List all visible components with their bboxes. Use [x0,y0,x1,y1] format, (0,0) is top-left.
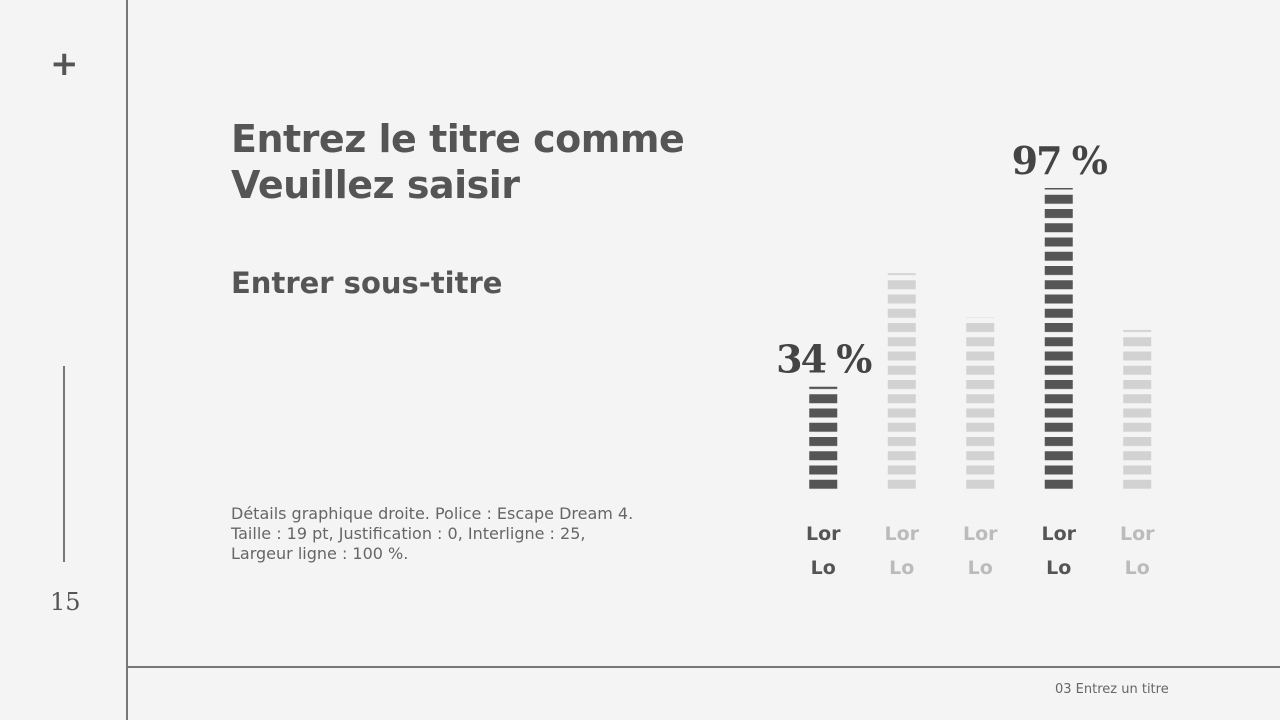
category-label: Lor Lo [884,523,920,579]
page-number: 15 [50,588,81,616]
bar [809,386,838,494]
value-label: 34 % [776,337,872,382]
bar [887,273,916,494]
body-text: Détails graphique droite. Police : Escap… [231,504,634,563]
category-label: Lor Lo [1119,523,1155,579]
category-label: Lor Lo [1041,523,1077,579]
value-label: 97 % [1012,138,1108,183]
category-label: Lor Lo [805,523,841,579]
title-line: Veuillez saisir [231,163,520,207]
subtitle: Entrer sous-titre [231,266,503,300]
footer: 03 Entrez un titre [1055,682,1169,697]
title: Entrez le titre comme Veuillez saisir [231,116,685,208]
category-label: Lor Lo [962,523,998,579]
bar [1123,329,1152,494]
bar [966,317,995,494]
bar [1044,187,1073,494]
title-line: Entrez le titre comme [231,117,685,161]
marker: + [50,44,79,84]
